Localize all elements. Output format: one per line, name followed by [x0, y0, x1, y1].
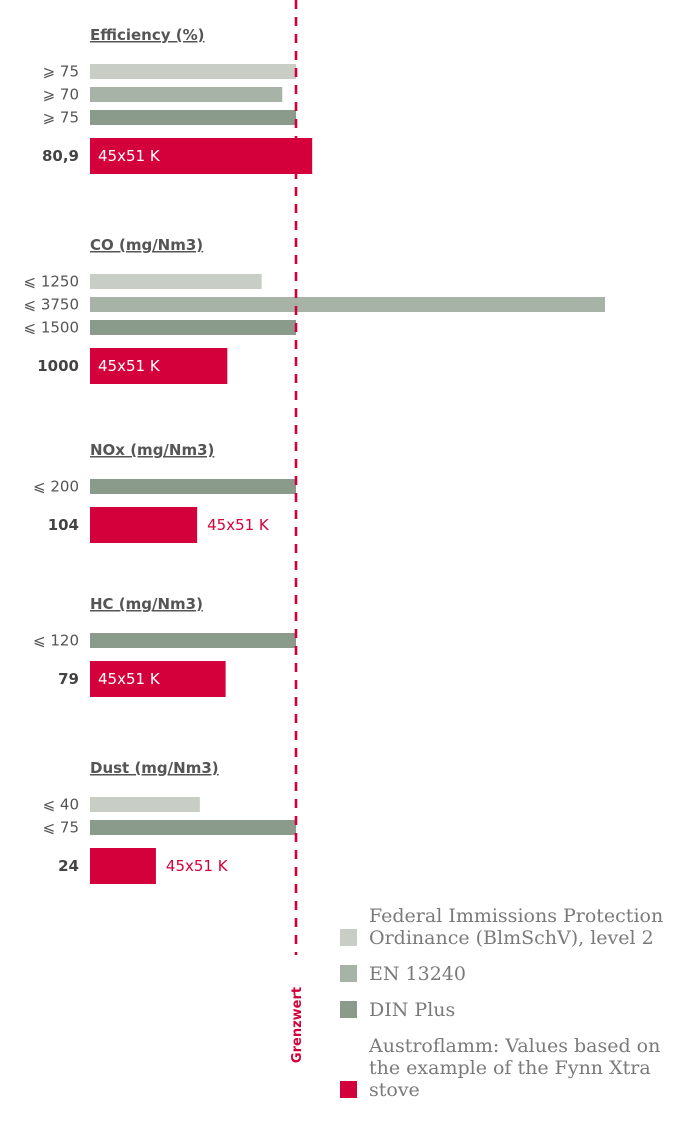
tick-label-3-0: ⩽ 120 [33, 632, 79, 650]
legend-label-en13240: EN 13240 [369, 963, 466, 985]
data-label-0-3: 45x51 K [98, 147, 161, 165]
tick-label-4-2: 24 [58, 857, 79, 875]
bar-1-1 [90, 297, 605, 312]
data-label-2-1: 45x51 K [207, 516, 270, 534]
legend-swatch-en13240 [340, 965, 357, 982]
bar-2-1 [90, 507, 198, 543]
bar-1-2 [90, 320, 296, 335]
legend: Federal Immissions Protection Ordinance … [340, 905, 690, 1115]
chart-title-1: CO (mg/Nm3) [90, 236, 203, 254]
bar-4-2 [90, 848, 156, 884]
chart-title-4: Dust (mg/Nm3) [90, 759, 219, 777]
tick-label-1-1: ⩽ 3750 [23, 296, 79, 314]
legend-item-en13240: EN 13240 [340, 963, 690, 985]
legend-swatch-dinplus [340, 1001, 357, 1018]
legend-item-austroflamm: Austroflamm: Values based on the example… [340, 1035, 690, 1101]
tick-label-4-1: ⩽ 75 [43, 819, 79, 837]
tick-label-1-0: ⩽ 1250 [23, 273, 79, 291]
tick-label-1-2: ⩽ 1500 [23, 319, 79, 337]
bar-0-1 [90, 87, 283, 102]
legend-label-austroflamm: Austroflamm: Values based on the example… [369, 1035, 661, 1101]
tick-label-3-1: 79 [58, 670, 79, 688]
bar-0-3 [90, 138, 313, 174]
chart-title-3: HC (mg/Nm3) [90, 595, 203, 613]
tick-label-2-1: 104 [48, 516, 79, 534]
legend-swatch-austroflamm [340, 1081, 357, 1098]
tick-label-4-0: ⩽ 40 [43, 796, 79, 814]
bar-3-0 [90, 633, 296, 648]
bar-4-1 [90, 820, 296, 835]
threshold-label: Grenzwert [290, 987, 305, 1063]
legend-label-bimschv: Federal Immissions Protection Ordinance … [369, 905, 664, 949]
legend-swatch-bimschv [340, 929, 357, 946]
bar-3-1 [90, 661, 226, 697]
bar-1-0 [90, 274, 262, 289]
legend-label-dinplus: DIN Plus [369, 999, 456, 1021]
tick-label-0-3: 80,9 [42, 147, 79, 165]
tick-label-2-0: ⩽ 200 [33, 478, 79, 496]
tick-label-0-1: ⩾ 70 [43, 86, 79, 104]
tick-label-0-0: ⩾ 75 [43, 63, 79, 81]
legend-item-bimschv: Federal Immissions Protection Ordinance … [340, 905, 690, 949]
data-label-4-2: 45x51 K [166, 857, 229, 875]
bar-1-3 [90, 348, 228, 384]
data-label-1-3: 45x51 K [98, 357, 161, 375]
tick-label-0-2: ⩾ 75 [43, 109, 79, 127]
chart-title-2: NOx (mg/Nm3) [90, 441, 214, 459]
data-label-3-1: 45x51 K [98, 670, 161, 688]
bar-0-0 [90, 64, 296, 79]
chart-title-0: Efficiency (%) [90, 26, 205, 44]
bar-2-0 [90, 479, 296, 494]
bar-4-0 [90, 797, 200, 812]
tick-label-1-3: 1000 [37, 357, 79, 375]
bar-0-2 [90, 110, 296, 125]
legend-item-dinplus: DIN Plus [340, 999, 690, 1021]
